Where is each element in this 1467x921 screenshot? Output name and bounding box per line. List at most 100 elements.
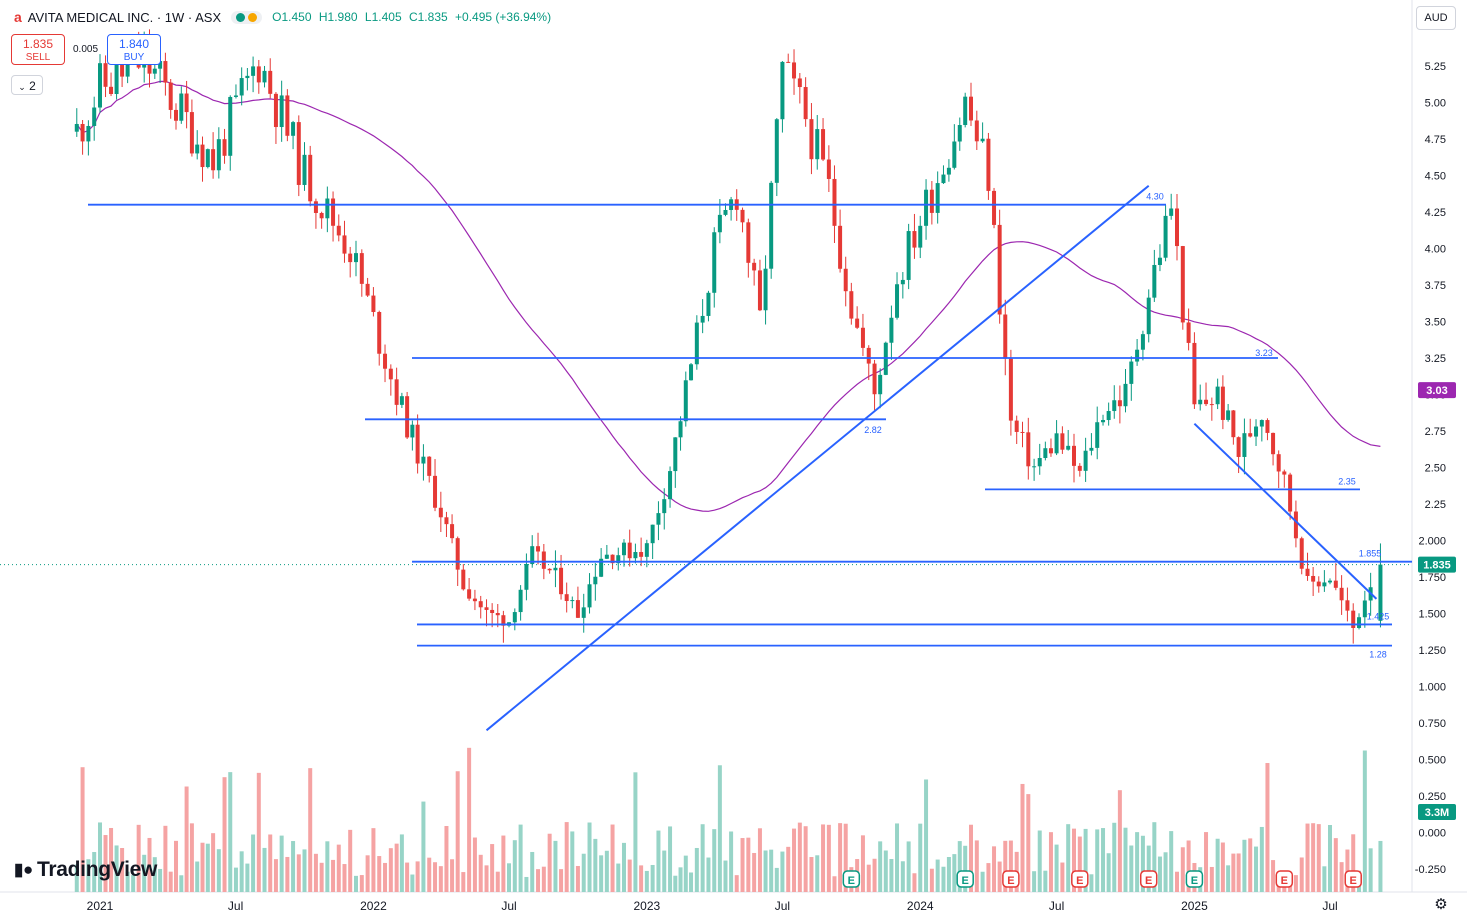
volume-bar [918, 823, 923, 892]
candle-body [524, 564, 529, 590]
candle-body [969, 96, 974, 121]
candle-body [98, 63, 102, 108]
volume-bar [986, 863, 991, 892]
time-axis-label: 2022 [360, 899, 387, 913]
earnings-marker-label: E [1191, 875, 1198, 887]
candle-body [109, 86, 114, 95]
candle-body [1204, 399, 1209, 405]
candle-body [604, 554, 609, 559]
candle-body [980, 138, 985, 142]
volume-bar [997, 861, 1002, 892]
volume-bar [700, 824, 705, 892]
candle-body [547, 568, 552, 571]
level-label: 1.855 [1359, 549, 1382, 559]
candle-body [683, 380, 688, 422]
indicators-toggle-button[interactable]: ⌄ 2 [11, 75, 43, 95]
volume-bar [239, 851, 244, 892]
price-tick-label: 1.750 [1418, 572, 1446, 584]
volume-bar [843, 823, 848, 892]
candle-body [174, 109, 179, 121]
volume-bar [889, 859, 894, 892]
market-open-icon [236, 12, 246, 22]
level-label: 1.28 [1369, 650, 1387, 660]
candle-body [86, 125, 91, 142]
candle-body [929, 189, 934, 213]
volume-bar [1117, 790, 1122, 892]
candle-body [986, 138, 991, 191]
volume-bar [740, 838, 745, 892]
candle-body [405, 396, 410, 438]
candle-body [291, 122, 296, 136]
candle-body [245, 75, 250, 79]
last-price-badge-bg [1418, 556, 1456, 573]
volume-bar [467, 747, 472, 892]
candle-body [228, 96, 233, 156]
volume-bar [952, 854, 957, 892]
candle-body [1378, 564, 1383, 621]
candle-body [319, 212, 324, 219]
gear-icon[interactable]: ⚙ [1434, 896, 1448, 913]
candle-body [205, 149, 210, 168]
price-tick-label: 3.25 [1425, 353, 1446, 365]
candle-body [1071, 445, 1076, 466]
volume-bar [906, 841, 911, 892]
status-dots[interactable] [231, 10, 263, 24]
candle-body [490, 609, 495, 614]
candle-body [1248, 433, 1253, 437]
candle-body [780, 61, 785, 120]
volume-bar [593, 838, 598, 892]
volume-bar [233, 867, 238, 892]
candle-body [633, 552, 638, 559]
candle-body [302, 154, 307, 185]
close-value: C1.835 [408, 10, 448, 24]
candle-body [348, 253, 353, 263]
candle-body [536, 546, 541, 552]
currency-selector[interactable]: AUD [1416, 6, 1456, 30]
candle-body [1242, 433, 1247, 457]
volume-bar [1236, 853, 1241, 892]
candle-body [1311, 575, 1316, 582]
candle-body [872, 363, 877, 395]
volume-bar [963, 845, 968, 892]
trendline [1193, 422, 1378, 600]
candle-body [1299, 538, 1304, 569]
volume-bar [1215, 838, 1220, 892]
candle-body [461, 569, 466, 590]
volume-bar [553, 840, 558, 892]
volume-bar [189, 823, 194, 892]
candle-body [268, 70, 273, 94]
candle-body [467, 589, 472, 599]
volume-bar [616, 863, 621, 892]
candle-body [1140, 334, 1145, 350]
volume-bar [564, 822, 569, 892]
volume-bar [211, 833, 216, 892]
candle-body [797, 78, 802, 88]
candle-body [410, 424, 415, 438]
volume-bar [296, 854, 301, 892]
volume-bar [158, 868, 163, 892]
volume-bar [433, 862, 438, 892]
symbol-title[interactable]: AVITA MEDICAL INC. · 1W · ASX [27, 9, 222, 25]
volume-bar [394, 843, 399, 892]
candle-body [256, 66, 261, 83]
sell-button[interactable]: 1.835 SELL [11, 34, 65, 65]
candle-body [821, 129, 826, 160]
price-tick-label: 1.250 [1418, 645, 1446, 657]
volume-bar [1106, 853, 1111, 892]
volume-bar [472, 837, 477, 892]
volume-bar [1299, 857, 1304, 892]
buy-button[interactable]: 1.840 BUY [107, 34, 161, 65]
volume-bar [621, 842, 626, 892]
candle-body [752, 262, 757, 271]
volume-bar [774, 867, 779, 892]
candle-body [1089, 447, 1094, 451]
candle-body [992, 190, 997, 225]
volume-bar [1163, 852, 1168, 892]
volume-bar [929, 868, 934, 892]
earnings-marker-label: E [1281, 875, 1288, 887]
candle-body [610, 554, 615, 564]
volume-bar [377, 856, 382, 892]
volume-bar [74, 864, 79, 892]
tradingview-logo[interactable]: ▮● TradingView [14, 858, 157, 882]
